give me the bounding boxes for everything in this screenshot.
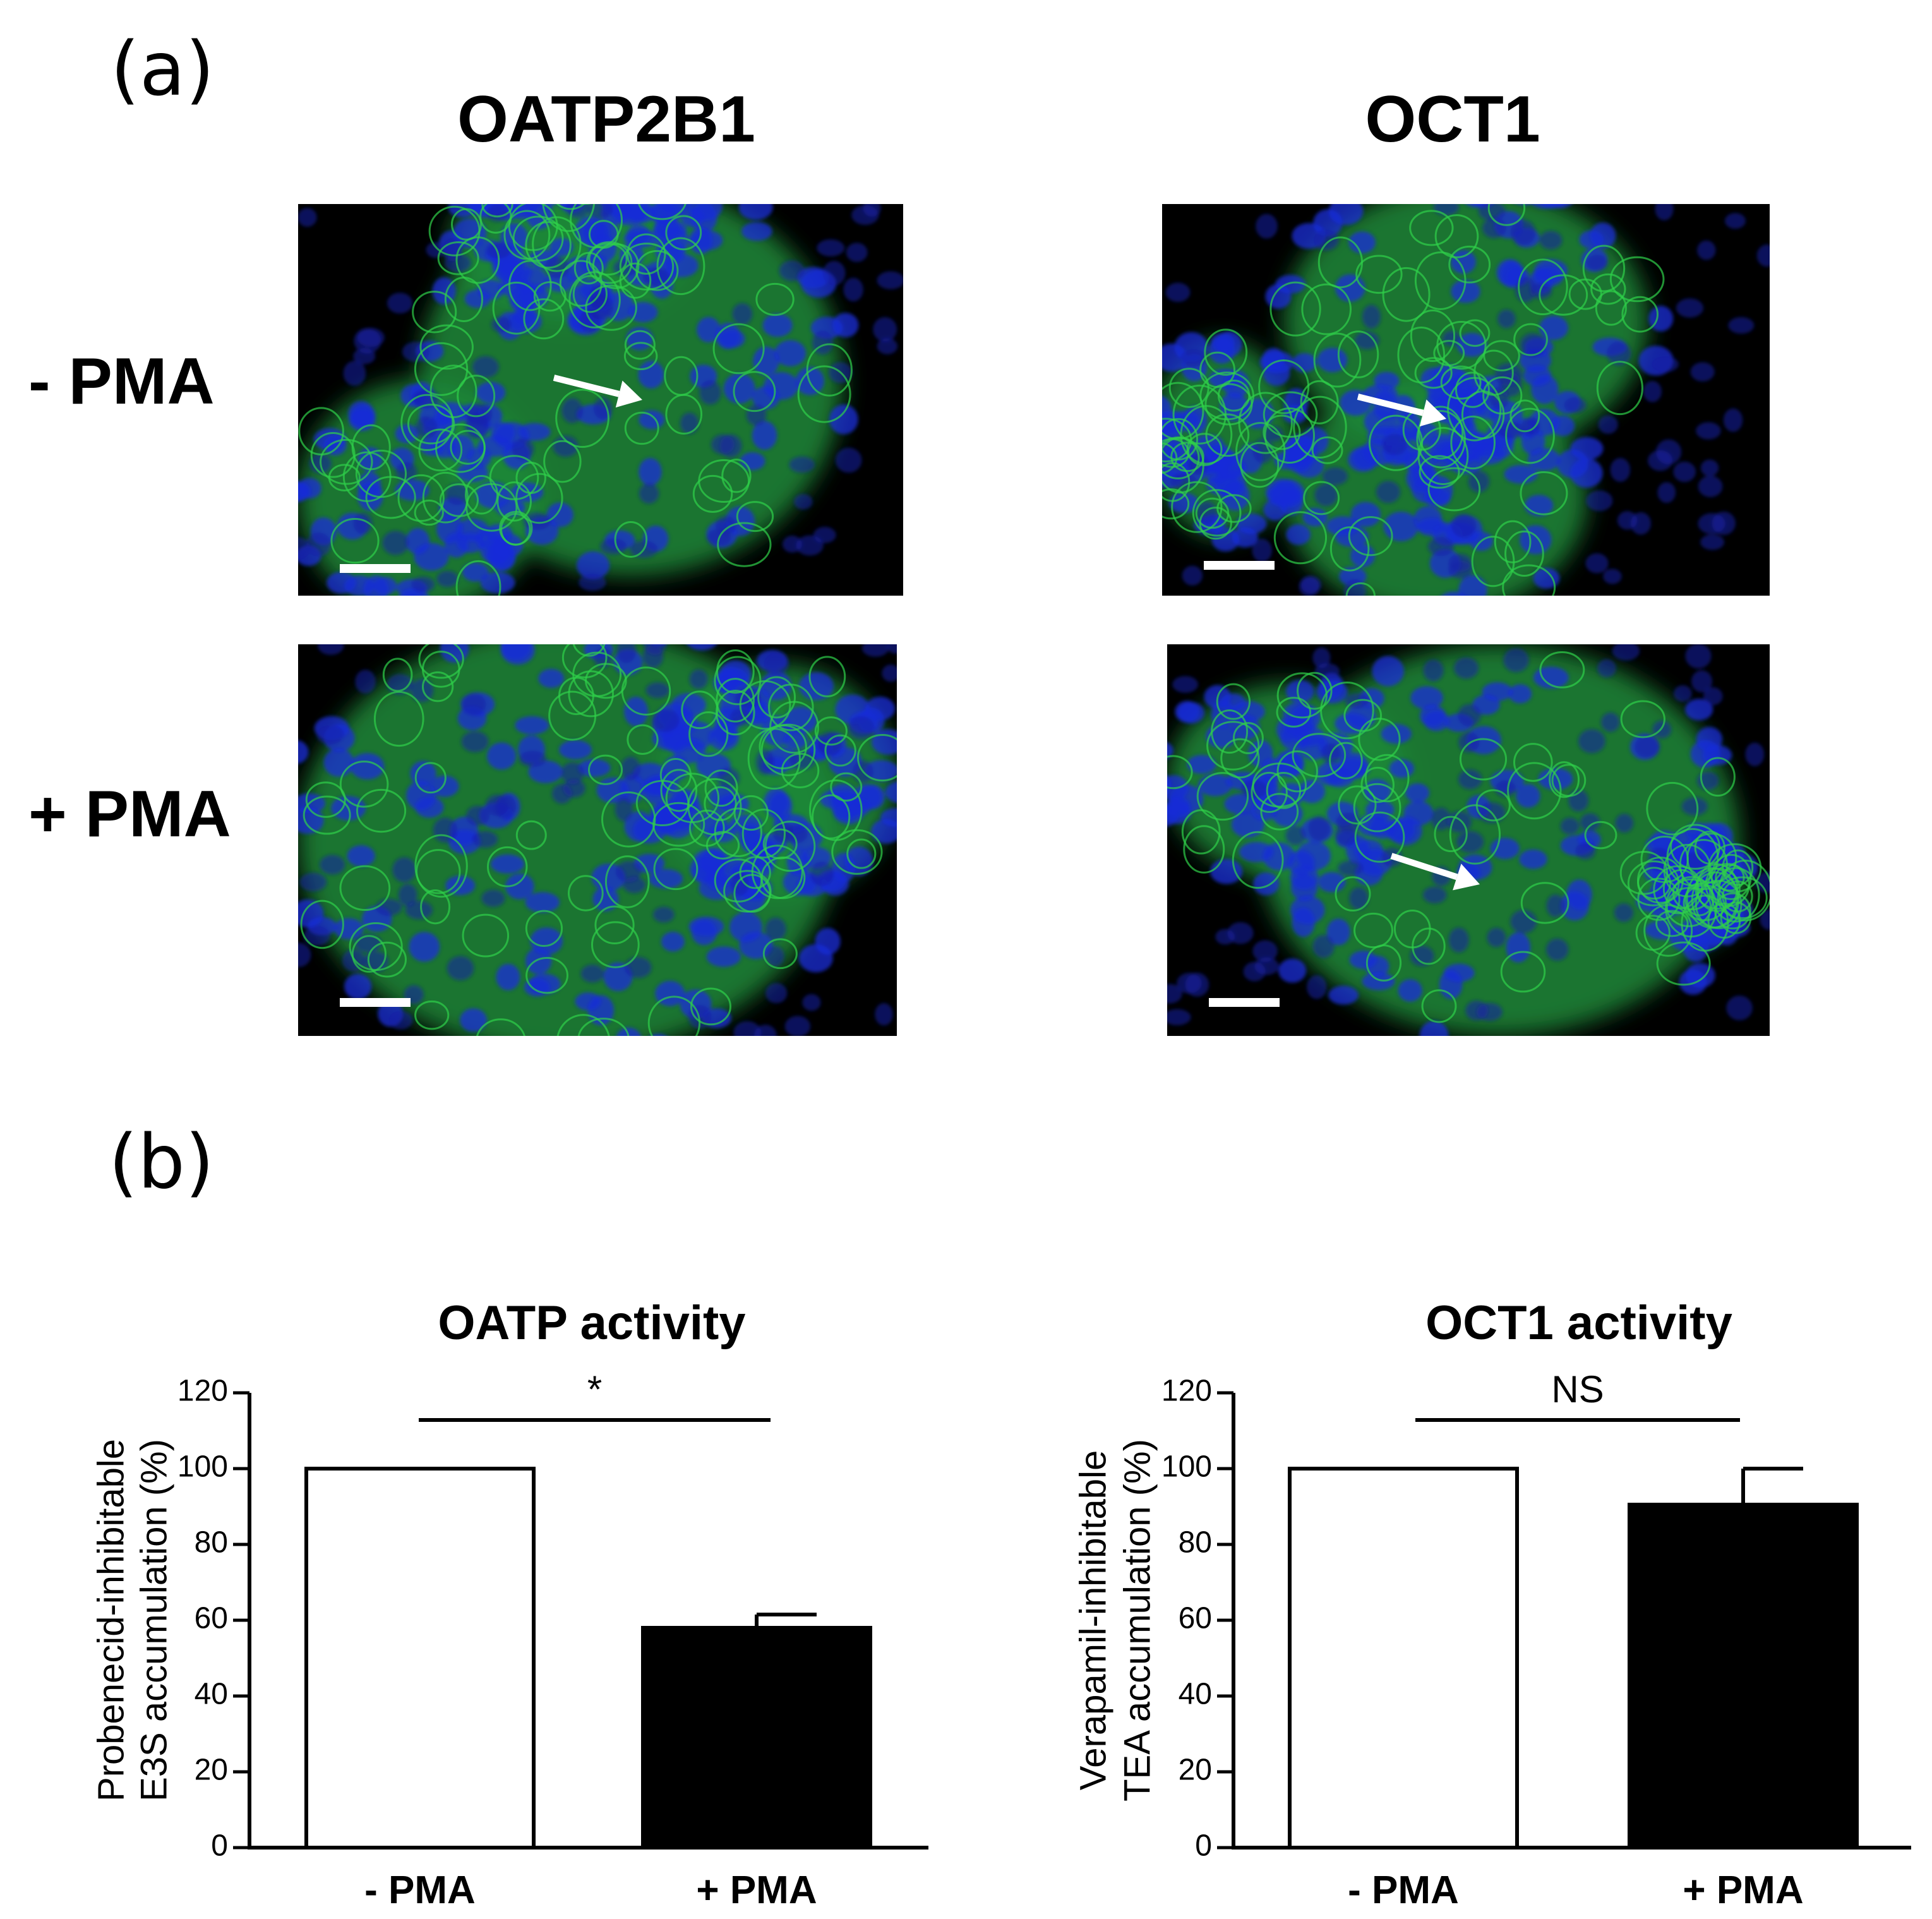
- y-tick-label: 120: [1161, 1375, 1212, 1408]
- y-tick-label: 60: [1179, 1602, 1212, 1635]
- x-tick-label: - PMA: [1348, 1868, 1459, 1912]
- fluorescence-image: [1167, 644, 1770, 1036]
- bar-minus-pma: [1288, 1467, 1519, 1850]
- y-tick-label: 20: [195, 1754, 228, 1787]
- y-tick-label: 40: [195, 1678, 228, 1711]
- y-axis-label-line: TEA accumulation (%): [1117, 1439, 1158, 1802]
- y-tick-label: 0: [1195, 1829, 1212, 1863]
- y-tick-label: 100: [1161, 1450, 1212, 1484]
- y-tick-label: 0: [211, 1829, 228, 1863]
- bar-plus-pma: [641, 1626, 872, 1850]
- fluorescence-image: [298, 644, 897, 1036]
- fluorescence-image: [298, 204, 903, 596]
- bar-chart-2: OCT1 activity Verapamil-inhibitable TEA ac…: [1072, 1296, 1911, 1912]
- panel-a-label: (a): [111, 25, 215, 112]
- micrograph-oct1-plus-pma: [1167, 644, 1770, 1036]
- y-tick-label: 100: [177, 1450, 228, 1484]
- chart-title: OATP activity: [438, 1296, 745, 1350]
- y-tick-label: 60: [195, 1602, 228, 1635]
- bar-plus-pma: [1628, 1503, 1859, 1850]
- y-axis-label-line: Verapamil-inhibitable: [1072, 1450, 1113, 1790]
- significance-label: *: [587, 1368, 602, 1411]
- y-axis-label-line: Probenecid-inhibitable: [90, 1439, 131, 1802]
- significance-label: NS: [1551, 1368, 1604, 1411]
- column-title-oct1: OCT1: [1365, 83, 1540, 156]
- bar-chart-1: OATP activity Probenecid-inhibitable E3S a…: [90, 1296, 928, 1912]
- y-axis-label-line: E3S accumulation (%): [133, 1439, 174, 1802]
- bar-minus-pma: [304, 1467, 536, 1850]
- row-label-minus-pma: - PMA: [28, 345, 215, 418]
- y-tick-label: 80: [195, 1526, 228, 1560]
- y-tick-label: 120: [177, 1375, 228, 1408]
- panel-b-label: (b): [109, 1118, 214, 1205]
- micrograph-oct1-minus-pma: [1162, 204, 1770, 596]
- row-label-plus-pma: + PMA: [28, 778, 231, 851]
- y-tick-label: 20: [1179, 1754, 1212, 1787]
- fluorescence-image: [1162, 204, 1770, 596]
- x-tick-label: + PMA: [1683, 1868, 1803, 1912]
- chart-title: OCT1 activity: [1425, 1296, 1732, 1350]
- x-tick-label: + PMA: [696, 1868, 817, 1912]
- x-tick-label: - PMA: [364, 1868, 476, 1912]
- y-tick-label: 40: [1179, 1678, 1212, 1711]
- y-tick-label: 80: [1179, 1526, 1212, 1560]
- column-title-oatp2b1: OATP2B1: [457, 83, 755, 156]
- micrograph-oatp2b1-minus-pma: [298, 204, 903, 596]
- micrograph-oatp2b1-plus-pma: [298, 644, 897, 1036]
